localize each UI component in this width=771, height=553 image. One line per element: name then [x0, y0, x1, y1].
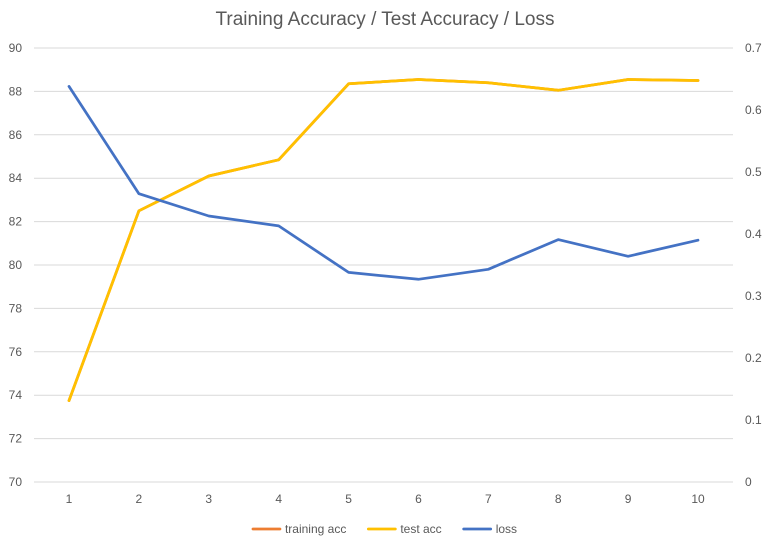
right-y-tick-label: 0.4 — [745, 227, 762, 241]
series-line-test-acc — [67, 78, 700, 402]
right-y-tick-label: 0.2 — [745, 351, 762, 365]
x-tick-label: 7 — [485, 492, 492, 506]
right-y-tick-label: 0.5 — [745, 165, 762, 179]
x-tick-label: 6 — [415, 492, 422, 506]
left-y-axis-ticks: 70 72 74 76 78 80 82 84 86 88 90 — [9, 41, 23, 489]
gridlines — [34, 47, 733, 483]
x-tick-label: 2 — [136, 492, 143, 506]
x-tick-label: 3 — [205, 492, 212, 506]
x-tick-label: 9 — [625, 492, 632, 506]
right-y-tick-label: 0 — [745, 475, 752, 489]
left-y-tick-label: 70 — [9, 475, 23, 489]
legend-label: loss — [496, 522, 517, 536]
right-y-axis-ticks: 0 0.1 0.2 0.3 0.4 0.5 0.6 0.7 — [745, 41, 762, 489]
right-y-tick-label: 0.6 — [745, 103, 762, 117]
x-axis-ticks: 1 2 3 4 5 6 7 8 9 10 — [66, 492, 705, 506]
left-y-tick-label: 78 — [9, 301, 23, 315]
x-tick-label: 5 — [345, 492, 352, 506]
legend-label: training acc — [285, 522, 346, 536]
x-tick-label: 8 — [555, 492, 562, 506]
left-y-tick-label: 76 — [9, 345, 23, 359]
x-tick-label: 10 — [691, 492, 705, 506]
left-y-tick-label: 90 — [9, 41, 23, 55]
right-y-tick-label: 0.7 — [745, 41, 762, 55]
left-y-tick-label: 74 — [9, 388, 23, 402]
left-y-tick-label: 88 — [9, 84, 23, 98]
left-y-tick-label: 86 — [9, 128, 23, 142]
series-line-training-acc — [67, 78, 700, 402]
left-y-tick-label: 72 — [9, 432, 23, 446]
left-y-tick-label: 84 — [9, 171, 23, 185]
left-y-tick-label: 80 — [9, 258, 23, 272]
x-tick-label: 4 — [275, 492, 282, 506]
right-y-tick-label: 0.1 — [745, 413, 762, 427]
legend-label: test acc — [400, 522, 441, 536]
series-line-loss — [67, 85, 700, 281]
legend: training acc test acc loss — [251, 522, 517, 536]
chart-title: Training Accuracy / Test Accuracy / Loss — [216, 9, 555, 30]
right-y-tick-label: 0.3 — [745, 289, 762, 303]
x-tick-label: 1 — [66, 492, 73, 506]
series-lines — [67, 78, 700, 402]
left-y-tick-label: 82 — [9, 215, 23, 229]
